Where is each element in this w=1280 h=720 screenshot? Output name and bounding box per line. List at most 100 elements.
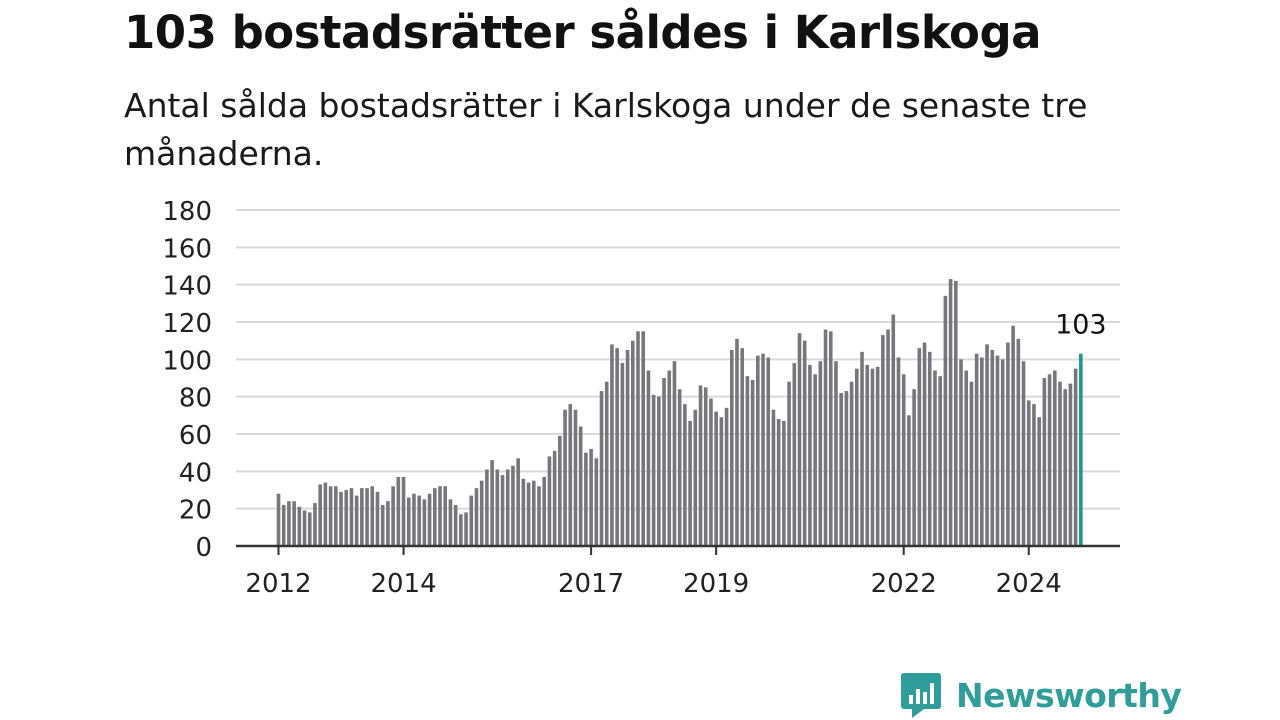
bar <box>761 353 765 546</box>
bar <box>459 514 463 546</box>
bar <box>948 279 953 546</box>
bar <box>281 504 286 546</box>
bar <box>646 370 651 546</box>
bar <box>870 368 875 546</box>
y-tick-label: 40 <box>179 458 212 488</box>
bar <box>313 503 317 546</box>
bar <box>495 469 500 546</box>
bar <box>563 409 567 546</box>
bar <box>365 488 369 546</box>
bar <box>573 409 578 546</box>
y-tick-label: 140 <box>162 272 212 302</box>
bar <box>959 359 963 546</box>
chart-subtitle: Antal sålda bostadsrätter i Karlskoga un… <box>124 86 1088 173</box>
bar <box>427 493 432 546</box>
bar <box>552 450 557 546</box>
bar <box>386 501 390 546</box>
bar <box>964 370 969 546</box>
bar <box>630 340 635 546</box>
x-tick-label: 2014 <box>370 569 436 599</box>
bar <box>657 396 661 546</box>
bar <box>839 392 843 546</box>
bar <box>818 361 823 546</box>
bar <box>1042 378 1047 546</box>
bar <box>771 409 776 546</box>
bar <box>703 387 708 546</box>
x-axis <box>236 544 1120 555</box>
brand-logo: Newsworthy <box>900 670 1182 720</box>
bar <box>802 340 807 546</box>
bar <box>307 512 312 546</box>
bar <box>714 411 718 546</box>
bar <box>881 335 885 546</box>
bar <box>688 420 692 546</box>
bar <box>927 351 932 546</box>
bar <box>724 407 729 546</box>
bar <box>912 389 916 546</box>
bar <box>464 512 468 546</box>
x-tick-label: 2022 <box>871 569 937 599</box>
bar <box>860 351 864 546</box>
y-tick-label: 0 <box>195 533 212 563</box>
bar <box>380 504 385 546</box>
bar <box>469 495 474 546</box>
bar <box>729 350 734 546</box>
bar <box>490 460 494 546</box>
bar <box>980 357 984 546</box>
highlight-value-label: 103 <box>1055 310 1107 341</box>
chart-title: 103 bostadsrätter såldes i Karlskoga <box>124 6 1042 59</box>
bar <box>875 366 880 546</box>
bar <box>531 480 536 546</box>
bar <box>651 394 656 546</box>
bar <box>1058 381 1062 546</box>
bar <box>792 363 797 546</box>
y-tick-label: 180 <box>162 197 212 227</box>
bar <box>578 426 583 546</box>
bar <box>599 391 604 546</box>
bar <box>641 331 645 546</box>
bar <box>505 469 510 546</box>
bar <box>766 357 771 546</box>
bar <box>292 501 296 546</box>
bar <box>584 452 588 546</box>
bar <box>360 488 364 546</box>
bar <box>917 348 922 546</box>
bar <box>901 374 906 546</box>
bar <box>797 333 802 546</box>
y-tick-label: 120 <box>162 309 212 339</box>
bar <box>969 381 974 546</box>
bar <box>683 404 687 546</box>
brand-name: Newsworthy <box>956 675 1182 715</box>
bar <box>433 488 437 546</box>
bar <box>1047 374 1052 546</box>
bar <box>943 295 948 546</box>
bar <box>1016 338 1021 546</box>
bar <box>709 398 713 546</box>
bar <box>318 484 322 546</box>
bar <box>537 486 541 546</box>
bar <box>750 379 755 546</box>
bar <box>323 482 328 546</box>
bar <box>1037 417 1041 546</box>
bar <box>855 368 859 546</box>
bar <box>636 331 640 546</box>
bar <box>568 404 573 546</box>
bar <box>474 488 479 546</box>
bar <box>933 370 937 546</box>
bar <box>693 409 698 546</box>
x-tick-label: 2012 <box>245 569 311 599</box>
bar <box>448 499 453 546</box>
bar <box>823 329 828 546</box>
bar <box>1063 389 1068 546</box>
bar <box>610 344 614 546</box>
bar <box>604 381 609 546</box>
bar <box>667 370 672 546</box>
bar <box>479 480 484 546</box>
bar <box>615 348 619 546</box>
bar <box>954 280 958 546</box>
bar <box>391 486 395 546</box>
bar <box>521 478 526 546</box>
bar <box>349 488 354 546</box>
bar-highlight <box>1079 353 1083 546</box>
